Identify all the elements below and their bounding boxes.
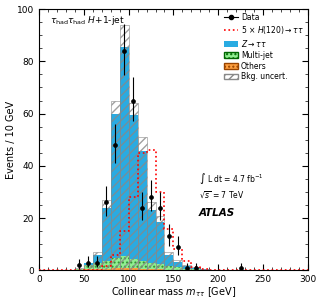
Bar	[174, 267, 182, 270]
Bar	[137, 269, 147, 270]
Bar	[111, 258, 120, 268]
Bar	[102, 261, 111, 269]
Bar	[75, 269, 84, 270]
Bar	[84, 265, 93, 269]
Bar	[75, 269, 84, 270]
Bar	[75, 268, 84, 270]
Bar	[93, 263, 102, 269]
Bar	[147, 210, 156, 263]
Bar	[111, 114, 120, 258]
Bar	[111, 268, 120, 270]
Bar	[137, 261, 147, 269]
Bar	[129, 268, 137, 270]
Bar	[156, 264, 165, 269]
Bar	[200, 269, 209, 270]
Bar	[137, 151, 147, 261]
Bar	[120, 268, 129, 270]
Text: $\tau_\mathrm{had}\tau_\mathrm{had}$ $H$+1-jet: $\tau_\mathrm{had}\tau_\mathrm{had}$ $H$…	[50, 14, 124, 27]
Bar	[182, 269, 191, 270]
Bar	[191, 268, 200, 269]
Bar	[182, 265, 191, 270]
Bar	[147, 203, 156, 270]
Bar	[165, 266, 174, 270]
Bar	[174, 267, 182, 270]
Bar	[84, 265, 93, 270]
Bar	[182, 269, 191, 270]
Bar	[191, 269, 200, 270]
Bar	[191, 267, 200, 270]
Bar	[93, 255, 102, 263]
Legend: Data, 5 $\times$ $H(120){\rightarrow}\tau\tau$, $Z{\rightarrow}\tau\tau$, Multi-: Data, 5 $\times$ $H(120){\rightarrow}\ta…	[223, 11, 306, 83]
Bar	[111, 258, 120, 268]
Bar	[111, 101, 120, 270]
Bar	[137, 261, 147, 269]
Bar	[129, 268, 137, 270]
Bar	[165, 266, 174, 270]
Bar	[102, 269, 111, 270]
Bar	[102, 208, 111, 261]
Bar	[102, 200, 111, 270]
Bar	[137, 269, 147, 270]
Bar	[129, 259, 137, 268]
Text: $\int$ L dt = 4.7 fb$^{-1}$: $\int$ L dt = 4.7 fb$^{-1}$	[199, 171, 264, 186]
Bar	[156, 216, 165, 270]
Bar	[120, 256, 129, 268]
Bar	[182, 266, 191, 269]
Bar	[120, 25, 129, 270]
Bar	[93, 269, 102, 270]
Bar	[102, 269, 111, 270]
Bar	[93, 269, 102, 270]
Bar	[156, 222, 165, 264]
Bar	[102, 261, 111, 269]
X-axis label: Collinear mass $m_{\tau\tau}$ [GeV]: Collinear mass $m_{\tau\tau}$ [GeV]	[111, 285, 236, 300]
Bar	[147, 263, 156, 269]
Bar	[129, 259, 137, 268]
Bar	[156, 269, 165, 270]
Bar	[129, 103, 137, 270]
Text: ATLAS: ATLAS	[199, 208, 235, 218]
Bar	[147, 269, 156, 270]
Bar	[147, 263, 156, 269]
Bar	[84, 269, 93, 270]
Bar	[93, 252, 102, 270]
Bar	[120, 268, 129, 270]
Bar	[147, 269, 156, 270]
Bar	[84, 265, 93, 269]
Bar	[191, 269, 200, 270]
Bar	[156, 264, 165, 269]
Bar	[111, 268, 120, 270]
Bar	[84, 263, 93, 265]
Y-axis label: Events / 10 GeV: Events / 10 GeV	[5, 101, 15, 179]
Bar	[84, 269, 93, 270]
Bar	[174, 260, 182, 270]
Bar	[156, 269, 165, 270]
Bar	[93, 263, 102, 269]
Text: $\sqrt{s}$ = 7 TeV: $\sqrt{s}$ = 7 TeV	[199, 189, 245, 200]
Bar	[174, 262, 182, 267]
Bar	[137, 137, 147, 270]
Bar	[165, 252, 174, 270]
Bar	[129, 115, 137, 259]
Bar	[200, 269, 209, 270]
Bar	[120, 256, 129, 268]
Bar	[120, 47, 129, 256]
Bar	[165, 255, 174, 266]
